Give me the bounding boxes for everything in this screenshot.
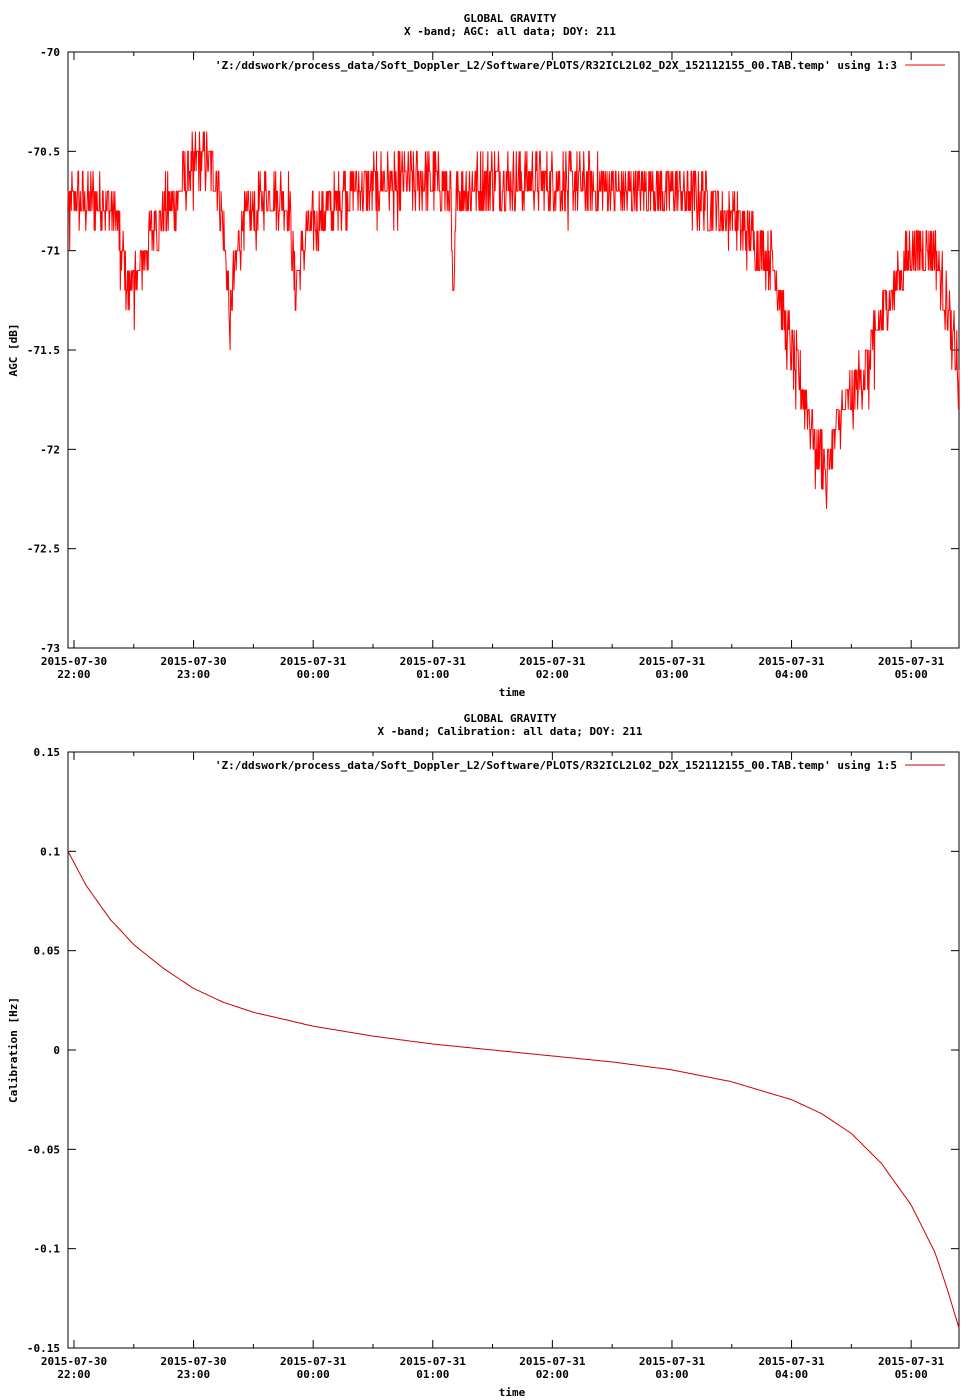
- chart-subtitle: X -band; Calibration: all data; DOY: 211: [378, 725, 643, 738]
- x-tick-time-label: 02:00: [536, 1368, 569, 1381]
- x-tick-date-label: 2015-07-31: [400, 1355, 467, 1368]
- legend-label: 'Z:/ddswork/process_data/Soft_Doppler_L2…: [215, 59, 897, 72]
- agc-chart: GLOBAL GRAVITY X -band; AGC: all data; D…: [7, 12, 960, 699]
- y-tick-label: -0.1: [34, 1243, 61, 1256]
- y-tick-label: -72.5: [27, 543, 60, 556]
- calibration-chart: GLOBAL GRAVITY X -band; Calibration: all…: [7, 712, 960, 1399]
- x-tick-date-label: 2015-07-30: [160, 1355, 226, 1368]
- x-tick-time-label: 02:00: [536, 668, 569, 681]
- x-tick-date-label: 2015-07-31: [519, 1355, 586, 1368]
- y-tick-label: 0.15: [34, 746, 61, 759]
- plot-frame: [67, 51, 960, 649]
- y-tick-label: 0: [53, 1044, 60, 1057]
- x-axis-label: time: [499, 686, 526, 699]
- y-axis-label: Calibration [Hz]: [7, 997, 20, 1103]
- x-tick-date-label: 2015-07-30: [160, 655, 226, 668]
- x-axis-ticks: 2015-07-3022:002015-07-3023:002015-07-31…: [41, 752, 945, 1381]
- y-tick-label: -71.5: [27, 344, 60, 357]
- y-tick-label: -70.5: [27, 145, 60, 158]
- chart-title: GLOBAL GRAVITY: [464, 12, 557, 25]
- x-tick-time-label: 04:00: [775, 668, 808, 681]
- chart-title: GLOBAL GRAVITY: [464, 712, 557, 725]
- x-tick-date-label: 2015-07-31: [280, 1355, 347, 1368]
- x-axis-label: time: [499, 1386, 526, 1399]
- x-tick-time-label: 23:00: [177, 668, 210, 681]
- x-tick-date-label: 2015-07-31: [878, 1355, 945, 1368]
- x-tick-date-label: 2015-07-31: [758, 1355, 825, 1368]
- y-tick-label: 0.1: [40, 845, 60, 858]
- x-tick-time-label: 22:00: [57, 1368, 90, 1381]
- x-tick-date-label: 2015-07-30: [41, 655, 107, 668]
- y-axis-ticks: -70 -70.5 -71 -71.5 -72 -72.5 -73: [27, 46, 959, 655]
- x-tick-time-label: 05:00: [895, 668, 928, 681]
- x-tick-time-label: 03:00: [655, 1368, 688, 1381]
- x-tick-time-label: 22:00: [57, 668, 90, 681]
- x-tick-date-label: 2015-07-31: [639, 1355, 706, 1368]
- x-tick-time-label: 01:00: [416, 668, 449, 681]
- y-tick-label: 0.05: [34, 945, 61, 958]
- y-tick-label: -0.05: [27, 1143, 60, 1156]
- x-tick-time-label: 04:00: [775, 1368, 808, 1381]
- y-tick-label: -73: [40, 642, 60, 655]
- calibration-series-line: [67, 851, 960, 1329]
- legend-label: 'Z:/ddswork/process_data/Soft_Doppler_L2…: [215, 759, 897, 772]
- chart-subtitle: X -band; AGC: all data; DOY: 211: [404, 25, 616, 38]
- x-tick-time-label: 03:00: [655, 668, 688, 681]
- x-tick-time-label: 05:00: [895, 1368, 928, 1381]
- x-tick-date-label: 2015-07-31: [519, 655, 586, 668]
- x-axis-ticks: 2015-07-3022:002015-07-3023:002015-07-31…: [41, 52, 945, 681]
- x-tick-date-label: 2015-07-31: [280, 655, 347, 668]
- x-tick-date-label: 2015-07-31: [878, 655, 945, 668]
- y-tick-label: -70: [40, 46, 60, 59]
- x-tick-time-label: 23:00: [177, 1368, 210, 1381]
- x-tick-date-label: 2015-07-31: [400, 655, 467, 668]
- x-tick-time-label: 00:00: [297, 668, 330, 681]
- x-tick-date-label: 2015-07-30: [41, 1355, 107, 1368]
- x-tick-time-label: 01:00: [416, 1368, 449, 1381]
- y-tick-label: -72: [40, 443, 60, 456]
- agc-series-line: [67, 131, 960, 509]
- x-tick-date-label: 2015-07-31: [758, 655, 825, 668]
- plot-frame: [67, 751, 960, 1349]
- x-tick-time-label: 00:00: [297, 1368, 330, 1381]
- x-tick-date-label: 2015-07-31: [639, 655, 706, 668]
- y-tick-label: -0.15: [27, 1342, 60, 1355]
- y-tick-label: -71: [40, 245, 60, 258]
- y-axis-ticks: 0.15 0.1 0.05 0 -0.05 -0.1 -0.15: [27, 746, 959, 1355]
- y-axis-label: AGC [dB]: [7, 324, 20, 377]
